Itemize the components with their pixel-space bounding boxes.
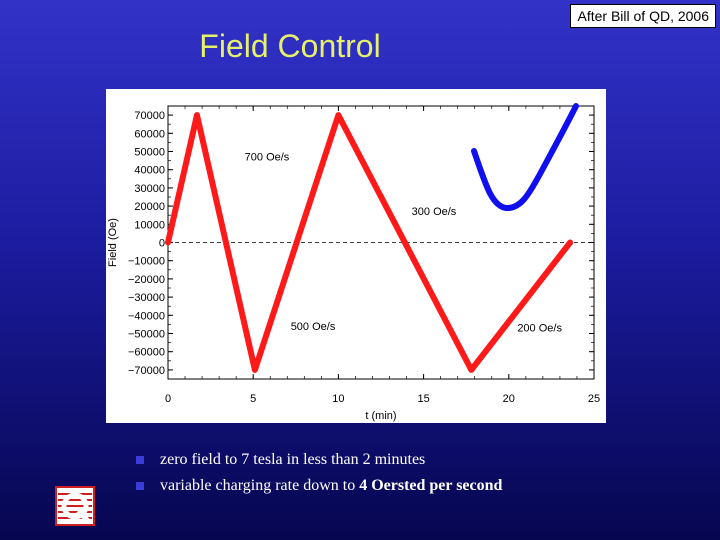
y-tick-label: −70000 [128, 365, 165, 377]
x-tick-label: 15 [417, 393, 429, 405]
x-tick-label: 10 [332, 393, 344, 405]
y-tick-label: 0 [159, 238, 165, 250]
y-tick-label: −30000 [128, 292, 165, 304]
field-chart: 70000 60000 50000 40000 30000 20000 10000 0 −100… [106, 89, 606, 423]
square-bullet-icon [136, 456, 144, 464]
x-axis-label: t (min) [365, 410, 396, 422]
rate-annotation: 700 Oe/s [245, 152, 290, 164]
chart-svg: 70000 60000 50000 40000 30000 20000 10000 0 −100… [107, 105, 600, 422]
slide-title: Field Control [199, 28, 381, 64]
y-tick-label: 30000 [134, 183, 165, 195]
y-tick-label: −20000 [128, 274, 165, 286]
bullet-list: zero field to 7 tesla in less than 2 min… [132, 449, 502, 501]
x-tick-label: 0 [165, 393, 171, 405]
y-tick-label: 10000 [134, 219, 165, 231]
y-tick-label: 60000 [134, 128, 165, 140]
y-tick-label: 20000 [134, 201, 165, 213]
quantum-design-logo-icon [55, 486, 95, 526]
blue-sketch-curve [471, 103, 579, 211]
y-tick-label: −60000 [128, 347, 165, 359]
bullet-text: variable charging rate down to [160, 477, 360, 494]
x-tick-label: 25 [588, 393, 600, 405]
y-axis-label: Field (Oe) [107, 218, 119, 267]
y-tick-label: 50000 [134, 147, 165, 159]
x-tick-label: 20 [503, 393, 515, 405]
rate-annotation: 300 Oe/s [412, 206, 457, 218]
field-series-line [165, 112, 574, 373]
rate-annotation: 500 Oe/s [291, 321, 336, 333]
attribution-label: After Bill of QD, 2006 [570, 4, 716, 28]
bullet-item: zero field to 7 tesla in less than 2 min… [132, 449, 502, 475]
rate-annotation: 200 Oe/s [517, 323, 562, 335]
square-bullet-icon [136, 482, 144, 490]
y-tick-label: 70000 [134, 110, 165, 122]
bullet-text: zero field to 7 tesla in less than 2 min… [160, 451, 426, 468]
y-tick-label: −10000 [128, 256, 165, 268]
y-tick-label: −40000 [128, 310, 165, 322]
x-tick-label: 5 [250, 393, 256, 405]
y-tick-label: 40000 [134, 165, 165, 177]
y-tick-label: −50000 [128, 329, 165, 341]
bullet-item: variable charging rate down to 4 Oersted… [132, 475, 502, 501]
bullet-bold-text: 4 Oersted per second [359, 477, 503, 494]
